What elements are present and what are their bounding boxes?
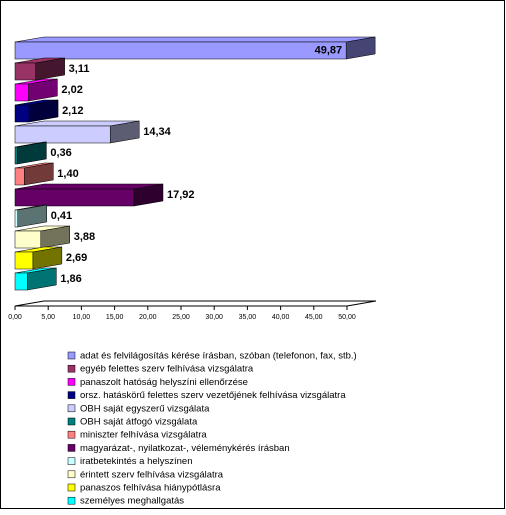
legend-label: panaszos felhívása hiánypótlásra: [80, 483, 221, 494]
data-label: 14,34: [143, 126, 171, 138]
x-tick-label: 15,00: [106, 314, 124, 321]
x-tick-label: 35,00: [239, 314, 257, 321]
legend-swatch: [67, 496, 76, 505]
bar: [14, 209, 18, 228]
x-tick-label: 40,00: [272, 314, 290, 321]
data-label: 0,41: [51, 210, 72, 222]
data-label: 0,36: [50, 147, 71, 159]
x-tick-label: 20,00: [139, 314, 157, 321]
legend-label: panaszolt hatóság helyszíni ellenőrzése: [80, 377, 248, 388]
legend-label: OBH saját átfogó vizsgálata: [80, 417, 198, 428]
legend-label: érintett szerv felhívása vizsgálatra: [80, 469, 224, 480]
x-tick-label: 5,00: [41, 314, 55, 321]
bar: [14, 230, 42, 249]
data-label: 2,69: [66, 252, 87, 264]
x-tick-label: 30,00: [205, 314, 223, 321]
legend-swatch: [67, 430, 76, 439]
legend-swatch: [67, 404, 76, 413]
legend-swatch: [67, 351, 76, 360]
legend-label: magyarázat-, nyilatkozat-, véleménykérés…: [80, 443, 290, 454]
bar: [14, 146, 18, 165]
legend-label: iratbetekintés a helyszínen: [80, 456, 192, 467]
x-tick-label: 0,00: [8, 314, 22, 321]
legend-swatch: [67, 364, 76, 373]
legend-swatch: [67, 444, 76, 452]
data-label: 49,87: [315, 44, 343, 56]
legend-label: miniszter felhívása vizsgálatra: [80, 430, 207, 441]
bar: [14, 41, 347, 60]
x-tick-label: 25,00: [172, 314, 190, 321]
bar-top: [14, 36, 376, 43]
legend-swatch: [67, 417, 76, 426]
data-label: 1,86: [60, 273, 81, 285]
data-label: 3,11: [69, 63, 90, 75]
bar: [14, 104, 30, 123]
legend-swatch: [67, 378, 76, 386]
legend-swatch: [67, 457, 76, 465]
x-tick-label: 45,00: [305, 314, 323, 321]
bar: [14, 125, 111, 144]
floor: [14, 300, 377, 307]
legend-label: OBH saját egyszerű vizsgálata: [80, 403, 210, 414]
legend-label: orsz. hatáskörű felettes szerv vezetőjén…: [80, 390, 346, 401]
bar: [14, 167, 25, 186]
data-label: 2,12: [62, 105, 83, 117]
legend-swatch: [67, 483, 76, 492]
bar: [14, 62, 36, 81]
bar: [14, 188, 135, 207]
legend-label: személyes meghallgatás: [80, 496, 184, 507]
x-tick-label: 10,00: [73, 314, 91, 321]
bar: [14, 251, 34, 270]
bar: [14, 272, 28, 291]
x-tick-label: 50,00: [338, 314, 356, 321]
bar: [14, 83, 29, 102]
data-label: 2,02: [61, 84, 82, 96]
data-label: 17,92: [167, 189, 195, 201]
legend-swatch: [67, 391, 76, 399]
legend-label: adat és felvilágosítás kérése írásban, s…: [80, 351, 357, 362]
legend-label: egyéb felettes szerv felhívása vizsgálat…: [80, 364, 254, 375]
legend-swatch: [67, 470, 76, 479]
data-label: 1,40: [57, 168, 78, 180]
data-label: 3,88: [74, 231, 95, 243]
